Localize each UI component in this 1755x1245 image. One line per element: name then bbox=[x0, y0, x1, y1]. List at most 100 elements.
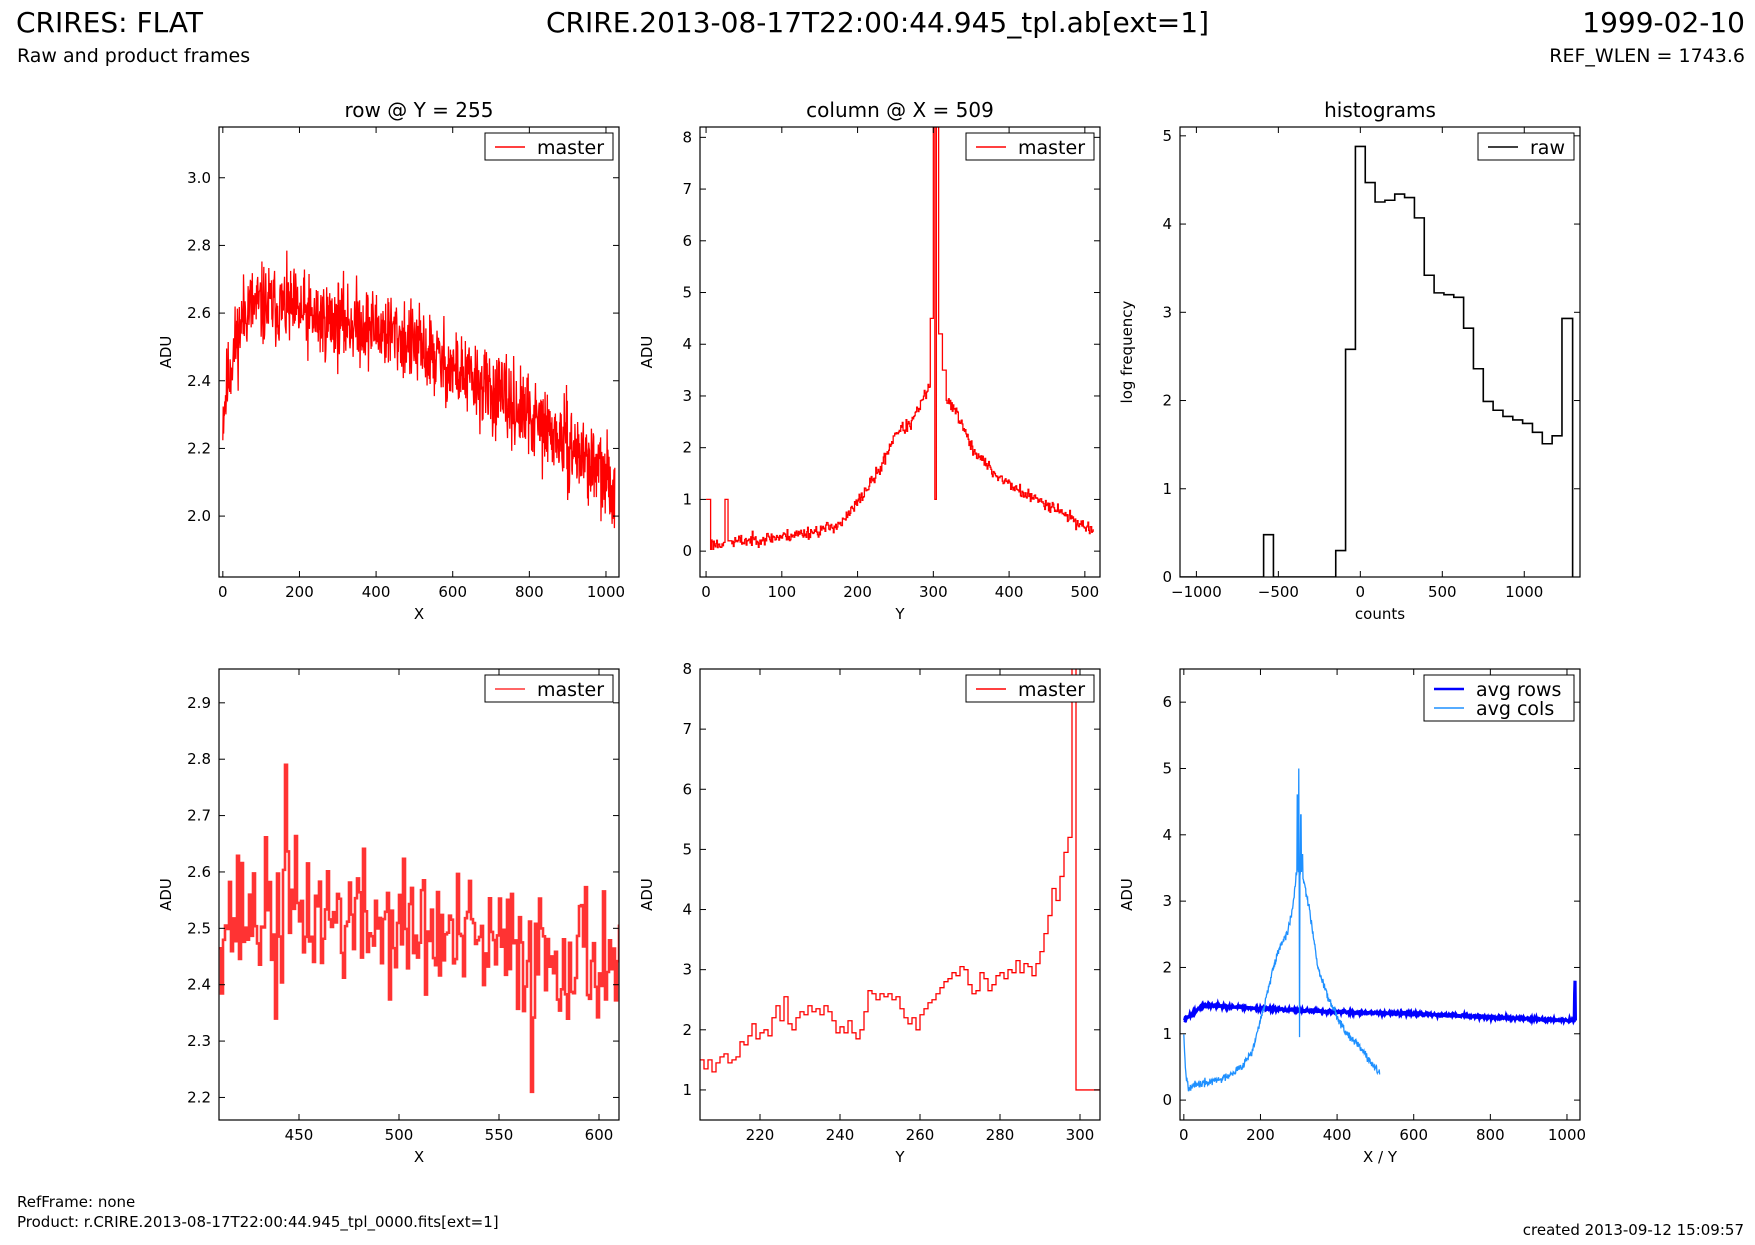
footer-created: created 2013-09-12 15:09:57 bbox=[1522, 1221, 1744, 1239]
legend: master bbox=[484, 674, 614, 703]
y-tick-label: 2.8 bbox=[187, 750, 211, 768]
series-line-row-zoom-0 bbox=[219, 763, 619, 1094]
series-line-row-0 bbox=[222, 250, 616, 529]
x-axis-label: Y bbox=[894, 1148, 905, 1166]
y-tick-label: 0 bbox=[1162, 1091, 1172, 1109]
y-tick-label: 4 bbox=[1162, 215, 1172, 233]
y-tick-label: 2 bbox=[1162, 392, 1172, 410]
x-tick-label: −1000 bbox=[1171, 583, 1222, 601]
x-tick-label: 200 bbox=[285, 583, 314, 601]
series-line-averages-1 bbox=[1183, 768, 1381, 1093]
y-tick-label: 8 bbox=[682, 660, 692, 678]
y-tick-label: 2 bbox=[682, 439, 692, 457]
y-tick-label: 4 bbox=[1162, 826, 1172, 844]
panel-row-zoom: 450 500 550 600 2.2 2.3 2.4 2.5 2.6 2.7 2.8 2.9 X ADU… bbox=[157, 668, 620, 1166]
x-tick-label: 260 bbox=[906, 1126, 935, 1144]
x-axis-label: X bbox=[414, 1148, 424, 1166]
y-tick-label: 2 bbox=[1162, 958, 1172, 976]
axes-frame bbox=[699, 668, 1101, 1121]
x-tick-label: 200 bbox=[1246, 1126, 1275, 1144]
y-tick-label: 2.6 bbox=[187, 304, 211, 322]
x-tick-label: 220 bbox=[746, 1126, 775, 1144]
y-tick-label: 2.6 bbox=[187, 863, 211, 881]
panel-title: column @ X = 509 bbox=[806, 98, 994, 122]
x-tick-label: 800 bbox=[1476, 1126, 1505, 1144]
y-tick-label: 1 bbox=[1162, 480, 1172, 498]
y-tick-label: 1 bbox=[1162, 1025, 1172, 1043]
y-tick-label: 2.2 bbox=[187, 439, 211, 457]
y-tick-label: 5 bbox=[1162, 759, 1172, 777]
y-tick-label: 3 bbox=[1162, 892, 1172, 910]
x-tick-label: 0 bbox=[1356, 583, 1366, 601]
y-axis-label: ADU bbox=[1118, 878, 1136, 911]
legend-label: master bbox=[1018, 137, 1085, 159]
axes-frame bbox=[1179, 668, 1581, 1121]
series-line-column-zoom-0 bbox=[700, 669, 1100, 1091]
x-tick-label: −500 bbox=[1258, 583, 1299, 601]
y-tick-label: 0 bbox=[682, 542, 692, 560]
y-tick-label: 2.9 bbox=[187, 694, 211, 712]
y-axis-label: log frequency bbox=[1118, 300, 1136, 403]
x-tick-label: 500 bbox=[385, 1126, 414, 1144]
y-tick-label: 2.7 bbox=[187, 807, 211, 825]
x-tick-label: 200 bbox=[843, 583, 872, 601]
y-axis-label: ADU bbox=[638, 336, 656, 369]
series-line-histograms-0 bbox=[1180, 145, 1574, 577]
legend-label: master bbox=[537, 137, 604, 159]
y-tick-label: 3 bbox=[682, 387, 692, 405]
x-tick-label: 280 bbox=[986, 1126, 1015, 1144]
x-tick-label: 100 bbox=[767, 583, 796, 601]
y-tick-label: 1 bbox=[682, 1081, 692, 1099]
legend-label: master bbox=[1018, 679, 1085, 701]
y-tick-label: 2.2 bbox=[187, 1088, 211, 1106]
axes-frame bbox=[699, 126, 1101, 578]
y-tick-label: 6 bbox=[682, 780, 692, 798]
title-right: 1999-02-10 bbox=[1582, 6, 1745, 39]
y-tick-label: 2.5 bbox=[187, 919, 211, 937]
x-tick-label: 400 bbox=[362, 583, 391, 601]
x-axis-label: X bbox=[414, 605, 424, 623]
x-axis-label: X / Y bbox=[1363, 1148, 1398, 1166]
legend-label: raw bbox=[1530, 137, 1565, 159]
y-tick-label: 5 bbox=[682, 284, 692, 302]
series-line-averages-0 bbox=[1183, 980, 1577, 1027]
x-tick-label: 450 bbox=[285, 1126, 314, 1144]
y-tick-label: 1 bbox=[682, 490, 692, 508]
legend: raw bbox=[1477, 132, 1575, 161]
legend: master bbox=[484, 132, 614, 161]
series-line-column-0 bbox=[706, 127, 1094, 551]
y-tick-label: 3 bbox=[1162, 303, 1172, 321]
x-tick-label: 800 bbox=[515, 583, 544, 601]
y-tick-label: 8 bbox=[682, 128, 692, 146]
axes-frame bbox=[218, 126, 620, 578]
y-tick-label: 2.8 bbox=[187, 236, 211, 254]
panel-title: row @ Y = 255 bbox=[345, 98, 494, 122]
y-tick-label: 4 bbox=[682, 335, 692, 353]
y-tick-label: 5 bbox=[682, 840, 692, 858]
x-tick-label: 0 bbox=[1179, 1126, 1189, 1144]
y-axis-label: ADU bbox=[157, 878, 175, 911]
y-tick-label: 0 bbox=[1162, 568, 1172, 586]
legend-label: master bbox=[537, 679, 604, 701]
y-axis-label: ADU bbox=[638, 878, 656, 911]
title-left: CRIRES: FLAT bbox=[16, 6, 203, 39]
x-tick-label: 600 bbox=[585, 1126, 614, 1144]
legend-label: avg cols bbox=[1476, 698, 1554, 720]
x-tick-label: 1000 bbox=[1548, 1126, 1586, 1144]
x-tick-label: 500 bbox=[1071, 583, 1100, 601]
panel-title: histograms bbox=[1324, 98, 1436, 122]
x-tick-label: 550 bbox=[485, 1126, 514, 1144]
y-tick-label: 7 bbox=[682, 720, 692, 738]
y-tick-label: 6 bbox=[682, 232, 692, 250]
footer-product: Product: r.CRIRE.2013-08-17T22:00:44.945… bbox=[17, 1213, 499, 1231]
x-tick-label: 300 bbox=[1066, 1126, 1095, 1144]
title-center: CRIRE.2013-08-17T22:00:44.945_tpl.ab[ext… bbox=[545, 6, 1209, 39]
x-tick-label: 600 bbox=[1399, 1126, 1428, 1144]
y-tick-label: 2.3 bbox=[187, 1032, 211, 1050]
x-tick-label: 400 bbox=[1323, 1126, 1352, 1144]
y-tick-label: 2.0 bbox=[187, 507, 211, 525]
x-axis-label: Y bbox=[894, 605, 905, 623]
panel-column: 0 100 200 300 400 500 0 1 2 3 4 5 6 7 8 column @ X = 50… bbox=[638, 98, 1101, 623]
axes-frame bbox=[1179, 126, 1581, 578]
